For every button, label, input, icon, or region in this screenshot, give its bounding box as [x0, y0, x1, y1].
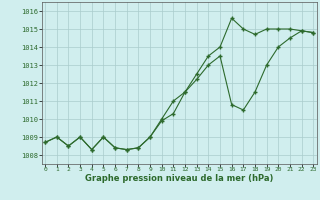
X-axis label: Graphe pression niveau de la mer (hPa): Graphe pression niveau de la mer (hPa)	[85, 174, 273, 183]
